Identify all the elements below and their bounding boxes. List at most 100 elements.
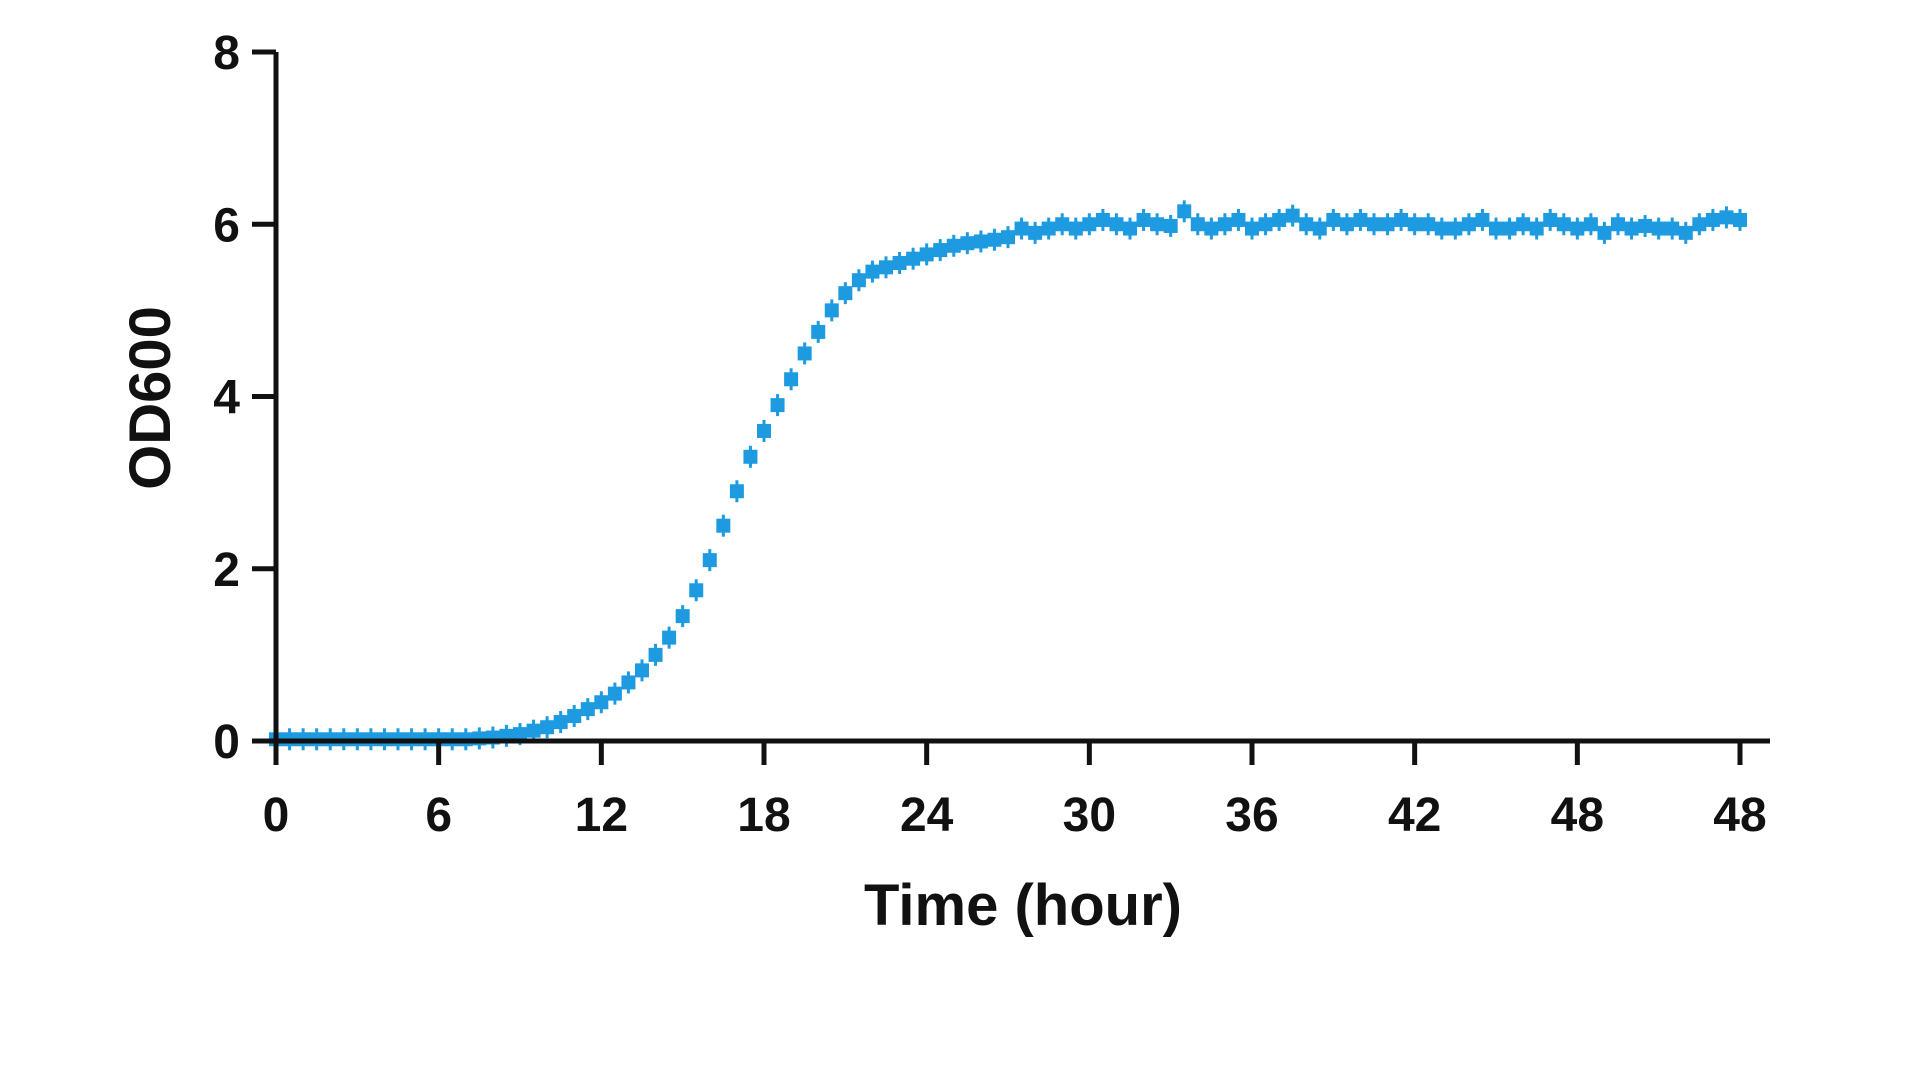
data-point	[743, 449, 758, 464]
data-point	[635, 663, 649, 678]
data-point	[1692, 217, 1707, 232]
data-point	[1651, 221, 1666, 236]
data-point	[1448, 221, 1463, 236]
data-point	[1407, 217, 1422, 232]
data-point	[919, 247, 934, 262]
data-point	[1733, 212, 1747, 227]
data-point	[1597, 225, 1612, 240]
data-point	[987, 232, 1002, 247]
x-tick-label: 6	[425, 789, 452, 842]
y-tick-label: 6	[213, 199, 240, 252]
data-point	[1529, 221, 1544, 236]
plot-marks	[269, 200, 1747, 751]
data-point	[1394, 212, 1409, 227]
data-point	[580, 702, 595, 717]
data-point	[675, 609, 690, 624]
x-tick-label: 24	[900, 789, 954, 842]
data-point	[1380, 217, 1395, 232]
data-point	[1312, 221, 1327, 236]
data-point	[1204, 221, 1219, 236]
data-point	[797, 346, 812, 361]
data-point	[1055, 217, 1070, 232]
data-point	[1461, 217, 1476, 232]
data-point	[1231, 212, 1246, 227]
data-point	[824, 303, 839, 318]
data-point	[1624, 221, 1639, 236]
data-point	[553, 715, 568, 730]
data-point	[689, 583, 704, 598]
data-point	[1272, 212, 1287, 227]
x-tick-label: 30	[1063, 789, 1116, 842]
y-tick-label: 0	[213, 716, 240, 769]
data-point	[960, 236, 975, 251]
data-point	[865, 264, 880, 279]
data-point	[1299, 217, 1314, 232]
data-point	[607, 686, 622, 701]
data-point	[1421, 217, 1436, 232]
data-point	[892, 256, 907, 271]
y-axis-ticks: 0 2 4 6 8	[213, 27, 276, 769]
data-point	[1136, 212, 1151, 227]
y-tick-label: 2	[213, 544, 240, 597]
data-point	[702, 553, 717, 568]
data-point	[851, 273, 866, 288]
data-point	[1190, 217, 1205, 232]
data-point	[1434, 221, 1449, 236]
data-point	[946, 238, 961, 253]
data-point	[526, 723, 541, 738]
data-point	[1150, 217, 1165, 232]
data-point	[1583, 217, 1598, 232]
data-point	[1041, 221, 1056, 236]
y-tick-label: 8	[213, 27, 240, 80]
data-point	[1217, 217, 1232, 232]
data-point	[1638, 218, 1653, 233]
data-point	[973, 234, 988, 249]
data-point	[757, 423, 771, 438]
data-point	[1719, 210, 1734, 225]
data-point	[1014, 221, 1029, 236]
data-point	[1068, 221, 1083, 236]
data-point	[1258, 217, 1273, 232]
data-point	[1095, 212, 1110, 227]
data-point	[716, 518, 731, 533]
data-point	[1028, 225, 1043, 240]
data-point	[1353, 212, 1368, 227]
data-point	[1285, 208, 1300, 223]
data-point	[729, 484, 744, 499]
x-tick-label: 0	[263, 789, 290, 842]
data-point	[1339, 217, 1354, 232]
data-point	[1516, 217, 1531, 232]
data-point	[648, 647, 663, 662]
data-point	[1705, 212, 1720, 227]
data-point	[540, 720, 555, 735]
data-point	[567, 709, 582, 724]
x-axis-title: Time (hour)	[864, 873, 1182, 938]
data-point	[1502, 221, 1517, 236]
data-point	[1556, 217, 1571, 232]
y-tick-label: 4	[213, 372, 240, 425]
x-tick-label: 18	[737, 789, 790, 842]
data-point	[1570, 221, 1585, 236]
data-point	[879, 260, 893, 275]
data-point	[1245, 221, 1259, 236]
x-tick-label: 12	[575, 789, 628, 842]
data-point	[811, 324, 826, 339]
data-point	[1109, 217, 1124, 232]
data-point	[784, 372, 799, 387]
x-tick-label: 42	[1388, 789, 1441, 842]
data-point	[1475, 212, 1490, 227]
data-point	[1367, 217, 1381, 232]
data-point	[594, 695, 609, 710]
y-axis-title: OD600	[118, 306, 183, 490]
data-point	[1163, 218, 1178, 233]
data-point	[621, 675, 636, 690]
data-point	[1678, 225, 1693, 240]
data-point	[1177, 204, 1192, 219]
data-point	[906, 251, 921, 266]
data-point	[933, 243, 948, 258]
x-tick-label: 48	[1713, 789, 1766, 842]
data-point	[1082, 217, 1097, 232]
data-point	[1665, 221, 1680, 236]
data-point	[770, 398, 785, 413]
